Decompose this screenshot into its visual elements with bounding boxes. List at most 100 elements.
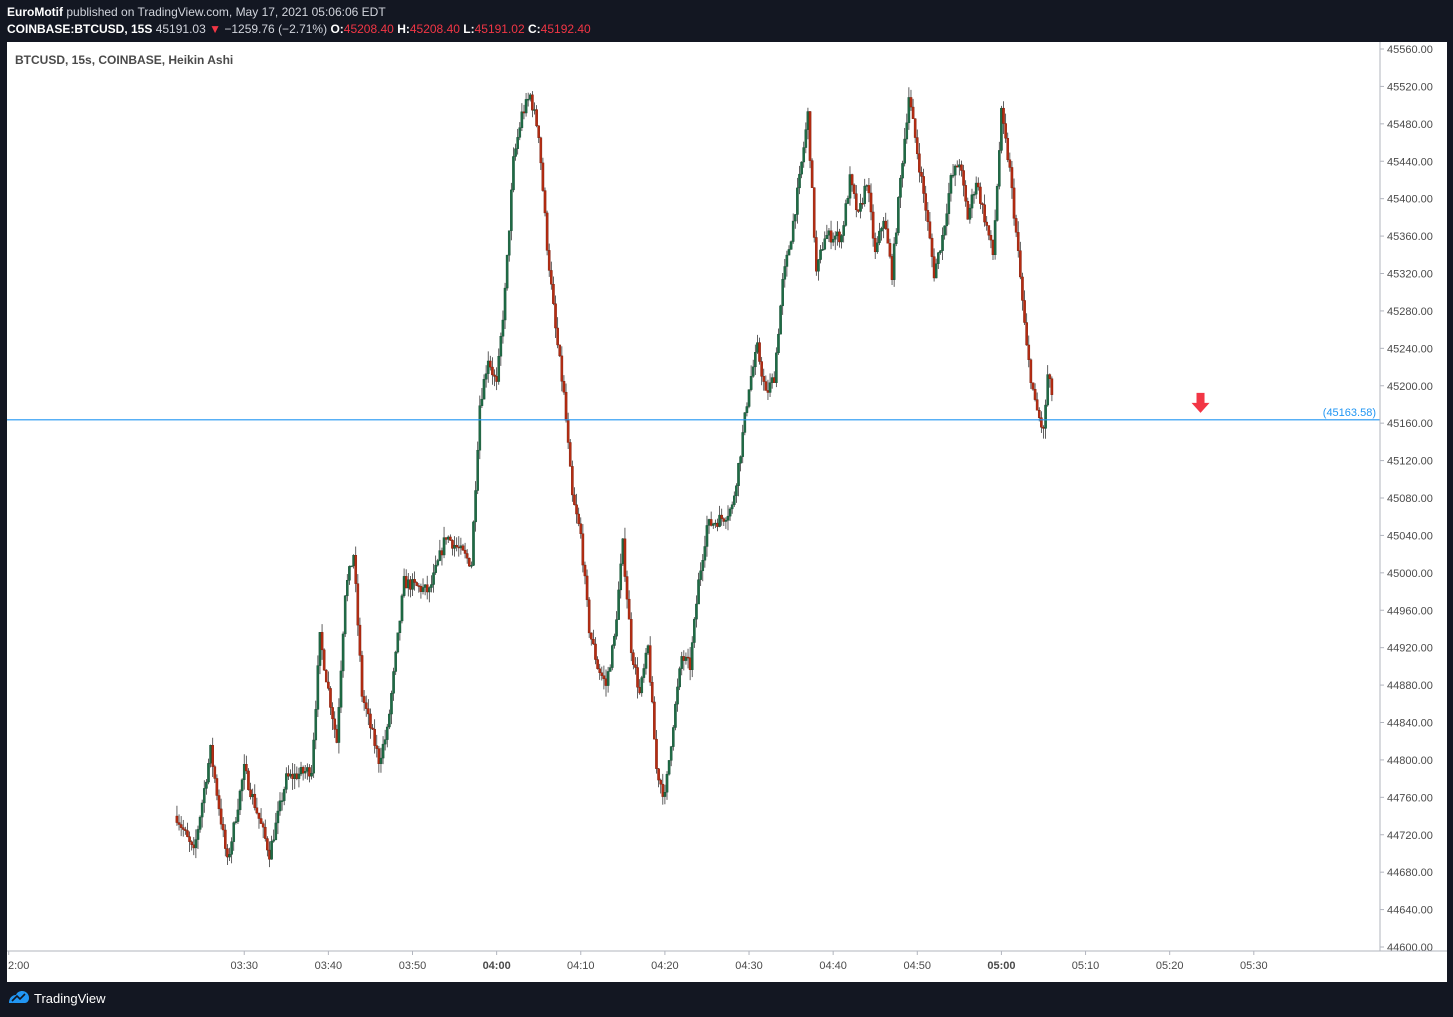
candle-body: [465, 553, 469, 559]
time-tick-label: 2:00: [8, 960, 29, 972]
candle-body: [939, 250, 942, 253]
candle-body: [825, 235, 829, 240]
time-tick-label: 05:00: [987, 960, 1015, 972]
tradingview-brand[interactable]: TradingView: [34, 991, 106, 1006]
price-tick-label: 44880.00: [1387, 680, 1433, 692]
candle-body: [806, 111, 810, 130]
candle-body: [417, 585, 421, 587]
candle-body: [621, 538, 625, 565]
candle-body: [463, 549, 467, 554]
candle-body: [684, 656, 688, 661]
candle-body: [566, 420, 570, 443]
marker-layer: [1191, 392, 1210, 413]
candle-body: [179, 824, 183, 828]
symbol-name[interactable]: COINBASE:BTCUSD, 15S: [7, 22, 153, 36]
candle-body: [764, 381, 768, 391]
candle-body: [413, 579, 416, 583]
candle-body: [602, 675, 606, 679]
time-tick-label: 05:20: [1156, 960, 1184, 972]
author-name[interactable]: EuroMotif: [7, 5, 63, 19]
candle-body: [863, 185, 867, 204]
candle-body: [993, 220, 997, 256]
candle-body: [735, 485, 738, 497]
candle-body: [493, 374, 496, 377]
candle-body: [741, 432, 745, 457]
candle-body: [276, 810, 280, 824]
candle-body: [882, 220, 885, 229]
candle-body: [217, 795, 221, 810]
candle-body: [897, 197, 900, 234]
price-tick-label: 44760.00: [1387, 792, 1433, 804]
tradingview-logo-icon[interactable]: [8, 990, 30, 1004]
candle-body: [592, 638, 595, 645]
candle-body: [911, 106, 915, 119]
candle-body: [892, 243, 896, 280]
candle-body: [306, 767, 309, 772]
candle-body: [202, 788, 206, 804]
candle-body: [953, 165, 957, 176]
candle-body: [240, 779, 244, 792]
chart-frame[interactable]: BTCUSD, 15s, COINBASE, Heikin Ashi (4516…: [7, 42, 1447, 982]
candle-body: [297, 773, 301, 779]
price-chart[interactable]: BTCUSD, 15s, COINBASE, Heikin Ashi (4516…: [7, 42, 1447, 982]
candle-body: [573, 494, 576, 506]
candle-body: [415, 582, 419, 586]
time-tick-label: 05:10: [1072, 960, 1100, 972]
candle-body: [781, 279, 784, 307]
time-axis[interactable]: 2:00 03:30 03:40 03:50 04:00 04:10 04:20 04:30 0…: [7, 950, 1447, 972]
candle-body: [709, 519, 713, 526]
candle-body: [327, 681, 330, 689]
candle-body: [486, 360, 490, 374]
candle-body: [587, 599, 591, 634]
candle-body: [406, 579, 410, 589]
candle-body: [960, 164, 963, 171]
candle-body: [552, 284, 555, 304]
candle-body: [899, 177, 902, 198]
candle-body: [522, 111, 526, 114]
candle-body: [1014, 218, 1018, 233]
candle-body: [1019, 250, 1022, 278]
candle-body: [1037, 410, 1041, 418]
candle-body: [722, 518, 726, 522]
time-tick-label: 04:00: [483, 960, 511, 972]
candle-body: [242, 764, 246, 780]
candle-body: [859, 203, 862, 212]
candle-body: [646, 645, 650, 654]
candle-body: [711, 523, 715, 526]
candle-body: [200, 802, 204, 818]
candle-body: [1050, 378, 1054, 395]
candle-body: [733, 495, 736, 505]
candle-body: [579, 523, 583, 534]
candle-body: [842, 225, 845, 236]
candle-body: [937, 252, 940, 264]
candle-body: [1004, 123, 1007, 139]
candle-body: [873, 238, 877, 253]
candle-body: [562, 381, 566, 393]
horizontal-line-layer[interactable]: (45163.58): [7, 407, 1380, 421]
candle-body: [661, 783, 665, 797]
candle-body: [926, 210, 930, 222]
candle-body: [400, 595, 404, 622]
candle-body: [606, 671, 610, 686]
candle-body: [1033, 388, 1037, 400]
candle-body: [402, 576, 406, 596]
candle-body: [1046, 374, 1049, 406]
candle-body: [362, 696, 366, 703]
time-tick-label: 04:10: [567, 960, 595, 972]
candle-body: [796, 187, 799, 215]
candle-body: [1035, 399, 1039, 411]
candle-body: [505, 254, 509, 289]
candle-body: [215, 778, 219, 796]
candle-body: [798, 173, 801, 189]
candle-body: [840, 235, 843, 243]
price-axis[interactable]: 44600.00 44640.00 44680.00 44720.00 44760.00…: [1379, 42, 1433, 954]
candle-body: [1025, 322, 1028, 346]
candle-body: [1006, 137, 1010, 160]
candle-body: [970, 194, 974, 209]
candle-body: [791, 220, 795, 242]
candle-body: [320, 632, 324, 651]
candle-body: [346, 580, 349, 597]
candle-body: [793, 214, 797, 222]
candle-body: [808, 111, 812, 161]
candle-body: [867, 185, 871, 194]
